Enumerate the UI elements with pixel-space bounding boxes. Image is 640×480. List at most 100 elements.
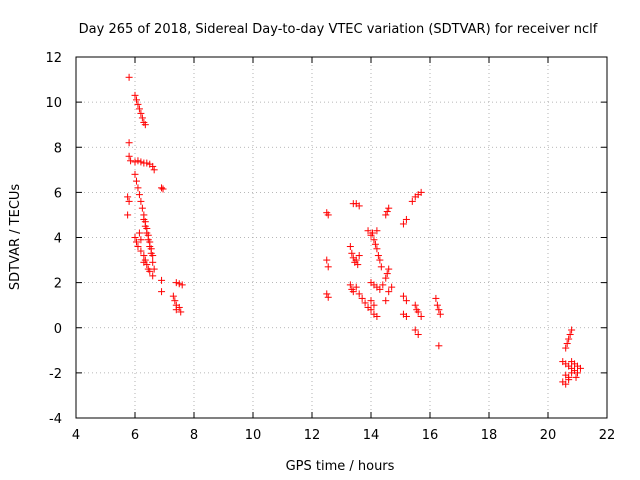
x-tick-label: 14 xyxy=(363,428,380,443)
data-point xyxy=(436,310,444,318)
data-point xyxy=(177,308,185,316)
data-point xyxy=(131,91,139,99)
data-point xyxy=(137,109,145,117)
data-point xyxy=(324,211,332,219)
y-tick-label: 4 xyxy=(54,232,62,247)
x-tick-label: 20 xyxy=(540,428,557,443)
y-tick-label: 2 xyxy=(54,277,62,292)
data-point xyxy=(373,312,381,320)
data-point xyxy=(382,297,390,305)
data-point xyxy=(324,263,332,271)
data-point xyxy=(385,288,393,296)
y-tick-label: 6 xyxy=(54,186,62,201)
data-point xyxy=(131,158,139,166)
data-point xyxy=(124,193,132,201)
data-point xyxy=(382,211,390,219)
y-tick-label: -2 xyxy=(49,367,62,382)
data-point xyxy=(414,308,422,316)
data-markers xyxy=(124,73,584,388)
x-tick-label: 10 xyxy=(245,428,262,443)
data-point xyxy=(134,184,142,192)
x-tick-label: 8 xyxy=(190,428,198,443)
data-point xyxy=(382,274,390,282)
data-point xyxy=(563,340,571,348)
y-tick-label: 12 xyxy=(45,51,62,66)
data-point xyxy=(414,331,422,339)
x-tick-label: 6 xyxy=(131,428,139,443)
data-point xyxy=(158,184,166,192)
y-tick-label: 8 xyxy=(54,141,62,156)
data-point xyxy=(137,158,145,166)
data-point xyxy=(385,265,393,273)
y-axis-label: SDTVAR / TECUs xyxy=(8,184,23,291)
data-point xyxy=(158,276,166,284)
y-tick-label: 10 xyxy=(45,96,62,111)
data-point xyxy=(417,188,425,196)
data-point xyxy=(373,227,381,235)
data-point xyxy=(399,220,407,228)
data-point xyxy=(125,73,133,81)
data-point xyxy=(376,285,384,293)
data-point xyxy=(568,369,576,377)
data-point xyxy=(125,152,133,160)
data-point xyxy=(367,297,375,305)
data-point xyxy=(568,358,576,366)
data-point xyxy=(435,342,443,350)
data-point xyxy=(417,312,425,320)
data-point xyxy=(562,380,570,388)
data-point xyxy=(141,222,149,230)
data-point xyxy=(388,283,396,291)
data-point xyxy=(125,139,133,147)
data-point xyxy=(137,236,145,244)
data-point xyxy=(172,279,180,287)
chart-title: Day 265 of 2018, Sidereal Day-to-day VTE… xyxy=(79,22,598,37)
data-point xyxy=(383,208,391,216)
data-point xyxy=(171,297,179,305)
data-point xyxy=(565,335,573,343)
data-point xyxy=(140,258,148,266)
data-point xyxy=(346,243,354,251)
x-tick-label: 12 xyxy=(304,428,321,443)
data-point xyxy=(355,290,363,298)
data-point xyxy=(433,301,441,309)
data-point xyxy=(150,166,158,174)
data-point xyxy=(132,177,140,185)
x-tick-label: 16 xyxy=(422,428,439,443)
data-point xyxy=(138,204,146,212)
y-tick-label: -4 xyxy=(49,412,62,427)
data-point xyxy=(565,376,573,384)
data-point xyxy=(411,301,419,309)
data-point xyxy=(574,369,581,377)
data-point xyxy=(323,290,331,298)
data-point xyxy=(364,227,372,235)
data-point xyxy=(125,197,133,205)
data-point xyxy=(149,272,157,280)
x-tick-label: 22 xyxy=(599,428,616,443)
data-point xyxy=(355,252,363,260)
data-point xyxy=(367,306,375,314)
data-point xyxy=(149,162,157,170)
data-point xyxy=(138,114,146,122)
data-point xyxy=(144,236,152,244)
data-point xyxy=(399,292,407,300)
data-point xyxy=(178,281,186,289)
data-point xyxy=(402,215,410,223)
data-point xyxy=(432,294,440,302)
data-point xyxy=(374,252,382,260)
data-point xyxy=(158,288,166,296)
data-point xyxy=(175,280,183,288)
data-point xyxy=(131,170,139,178)
data-point xyxy=(379,281,387,289)
data-point xyxy=(140,215,148,223)
data-point xyxy=(385,204,393,212)
axis-ticks: 4 6 8 10 12 14 16 18 20 22 -4 -2 0 2 4 6 8 10 12 xyxy=(45,51,615,443)
data-point xyxy=(435,306,443,314)
data-point xyxy=(324,293,332,301)
data-point xyxy=(141,121,149,129)
data-point xyxy=(131,234,139,241)
data-point xyxy=(402,297,410,305)
y-tick-label: 0 xyxy=(54,322,62,337)
data-point xyxy=(134,243,142,251)
data-point xyxy=(140,252,148,260)
